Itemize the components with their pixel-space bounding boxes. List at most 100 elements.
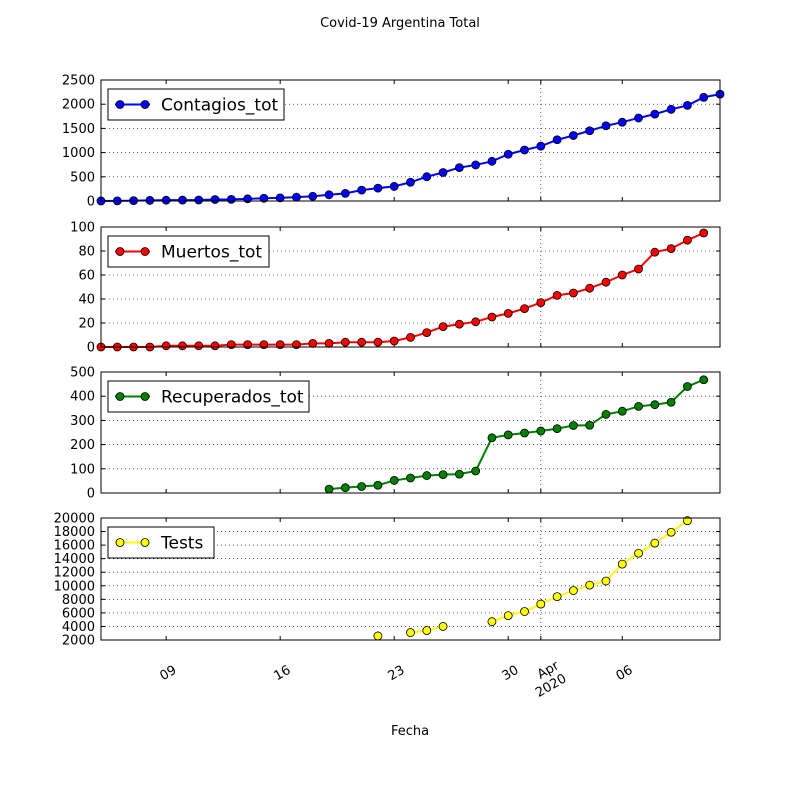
data-point (161, 341, 171, 351)
data-point (226, 194, 236, 204)
data-point (454, 469, 464, 479)
legend-marker (115, 392, 125, 401)
data-point (552, 135, 562, 145)
data-point (601, 277, 611, 287)
data-point (422, 172, 432, 182)
data-point (617, 406, 627, 416)
data-point (503, 149, 513, 159)
data-point (178, 195, 187, 205)
data-point (634, 401, 643, 411)
data-point (552, 290, 562, 300)
axes-frame (100, 79, 721, 202)
data-point (666, 527, 676, 537)
legend-marker (115, 100, 125, 109)
data-point (650, 400, 660, 410)
data-point (357, 482, 367, 491)
data-point (568, 288, 578, 298)
y-tick-label: 40 (78, 293, 95, 308)
legend-marker (140, 538, 150, 547)
data-point (601, 409, 611, 419)
legend-marker (115, 247, 125, 256)
data-point (601, 121, 611, 131)
data-point (585, 126, 595, 136)
panel-contagios_tot: 0 500 1000 1500 2000 2500 Contagios_tot (62, 74, 725, 210)
x-axis-label: Fecha (391, 724, 429, 739)
data-point (487, 312, 497, 322)
data-point (438, 470, 448, 480)
data-point (520, 428, 529, 438)
y-tick-label: 500 (70, 170, 95, 185)
data-point (438, 168, 448, 177)
y-tick-label: 14000 (54, 552, 95, 567)
data-point (389, 476, 399, 485)
data-point (178, 341, 187, 351)
legend-marker (140, 392, 150, 401)
legend: Tests (107, 526, 215, 559)
data-point (683, 235, 692, 245)
panel-muertos_tot: 0 20 40 60 80 100 Muertos_tot (70, 221, 721, 356)
x-tick-label: Apr2020 (526, 658, 570, 701)
data-point (406, 177, 415, 187)
legend-box (107, 235, 270, 268)
series-line (491, 519, 688, 623)
data-point (438, 622, 448, 631)
data-point (683, 382, 692, 391)
data-point (471, 317, 481, 327)
data-point (471, 466, 481, 476)
y-tick-label: 80 (78, 245, 95, 260)
legend: Recuperados_tot (107, 380, 310, 413)
legend: Contagios_tot (107, 88, 285, 121)
legend-label: Tests (160, 534, 203, 554)
data-point (210, 195, 220, 204)
data-point (243, 194, 253, 204)
data-point (308, 338, 318, 348)
data-point (536, 298, 546, 308)
data-point (406, 473, 415, 483)
y-tick-label: 500 (70, 366, 95, 381)
y-tick-label: 1500 (62, 122, 95, 137)
data-point (503, 611, 513, 620)
axes-frame (100, 226, 721, 348)
x-tick-label: 30 (500, 663, 522, 684)
data-point (324, 338, 334, 348)
data-point (520, 607, 529, 616)
data-point (568, 586, 578, 595)
data-point (340, 188, 350, 198)
data-point (666, 397, 676, 407)
data-point (422, 626, 432, 635)
data-point (357, 185, 367, 195)
data-point (324, 190, 334, 200)
x-tick-label: 09 (158, 663, 180, 684)
data-point (194, 195, 204, 205)
y-tick-label: 400 (70, 390, 95, 405)
y-tick-label: 4000 (62, 620, 95, 635)
data-point (292, 192, 301, 202)
legend-marker (115, 538, 125, 547)
data-point (406, 332, 415, 342)
y-tick-label: 0 (87, 487, 95, 502)
data-point (487, 156, 497, 166)
data-point (552, 592, 562, 602)
y-tick-label: 18000 (54, 525, 95, 540)
data-point (161, 195, 171, 205)
y-tick-label: 60 (78, 269, 95, 284)
panel-tests: 2000400060008000100001200014000160001800… (54, 512, 721, 649)
y-tick-label: 100 (70, 462, 95, 477)
data-point (699, 228, 709, 238)
legend-marker (140, 100, 150, 109)
x-tick-labels: 09 16 23 30 Apr2020 06 (158, 658, 636, 701)
y-tick-label: 2000 (62, 98, 95, 113)
data-point (520, 304, 529, 314)
data-point (194, 341, 204, 351)
data-point (617, 117, 627, 127)
data-point (373, 183, 383, 193)
legend: Muertos_tot (107, 235, 270, 268)
legend-label: Recuperados_tot (161, 388, 304, 408)
y-tick-label: 100 (70, 221, 95, 236)
chart-panels: 05001000150020002500Contagios_tot0204060… (54, 74, 725, 701)
data-point (454, 163, 464, 173)
data-point (275, 193, 285, 203)
data-point (471, 160, 481, 170)
y-tick-label: 10000 (54, 579, 95, 594)
